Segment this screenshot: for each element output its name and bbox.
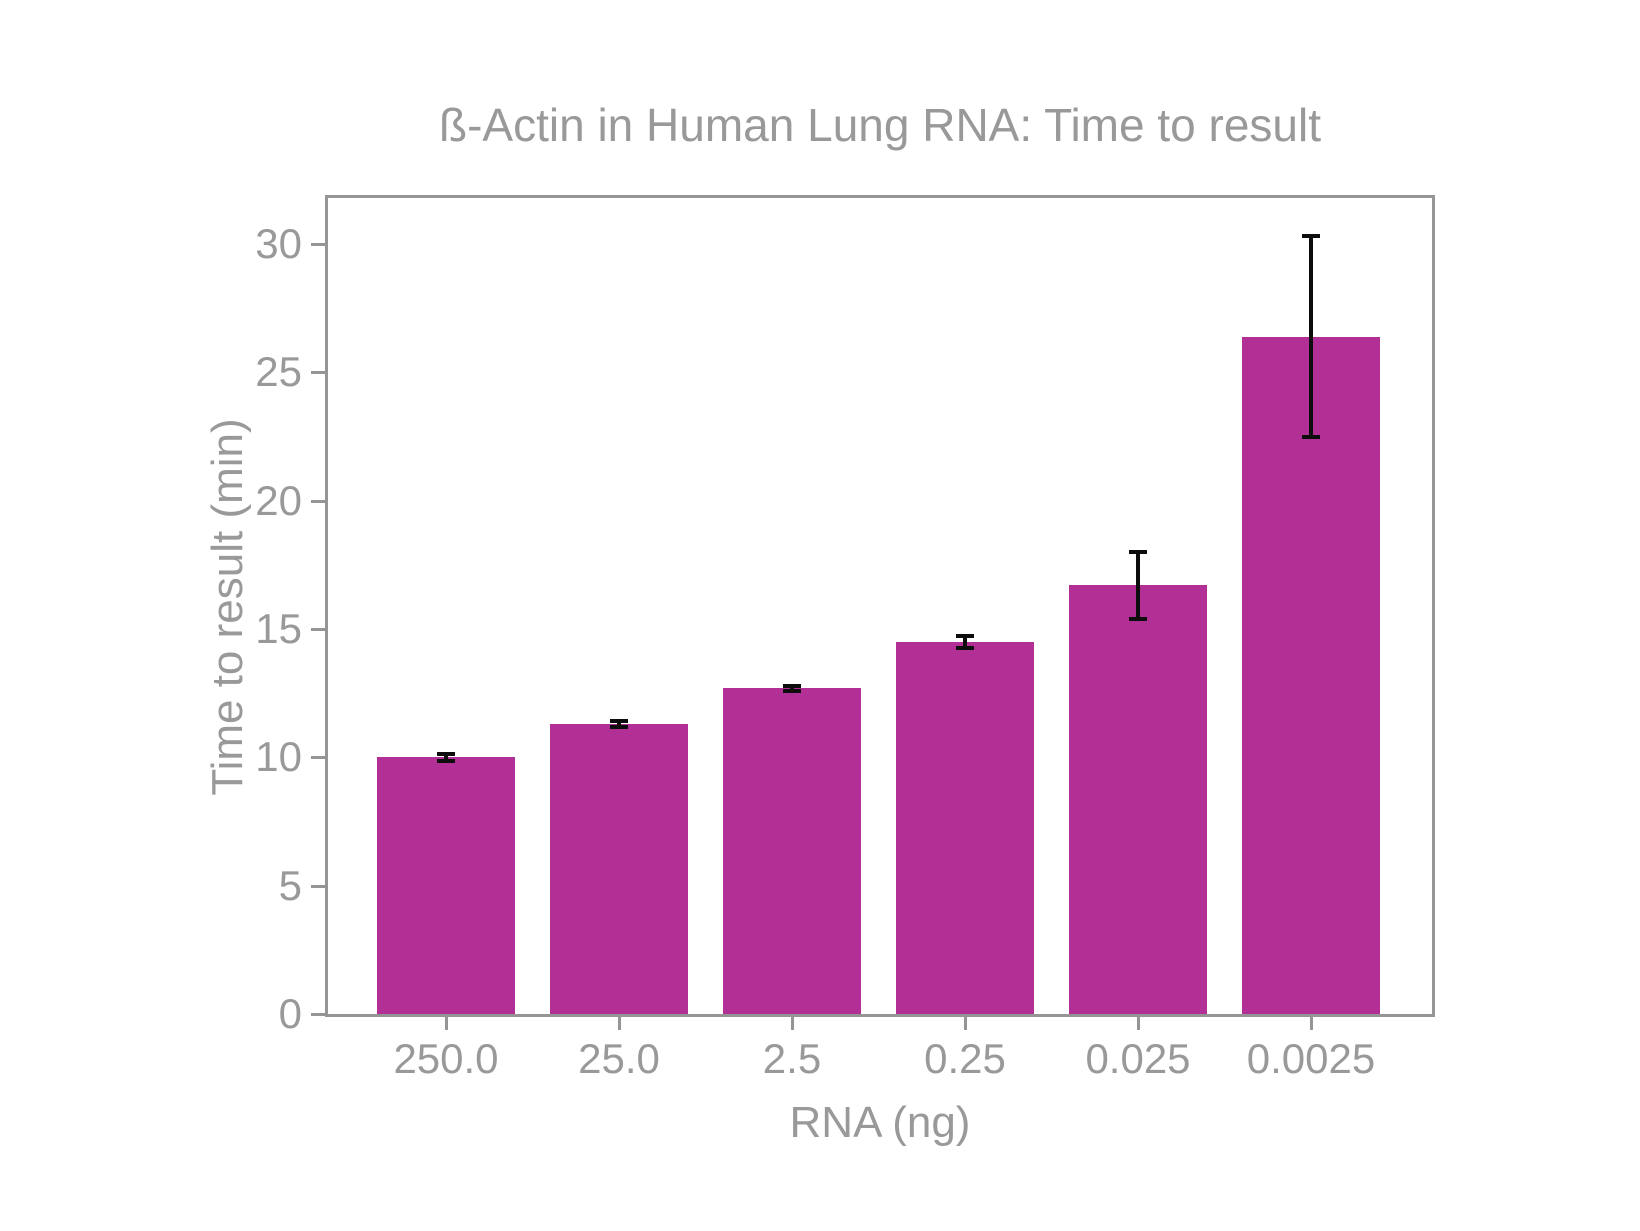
bar [1069, 585, 1207, 1014]
bar [550, 724, 688, 1014]
x-tick-label: 250.0 [393, 1035, 499, 1082]
left-spine [325, 195, 328, 1017]
error-bar-line [963, 635, 967, 649]
bar [1242, 336, 1380, 1014]
x-tick-label: 0.025 [1085, 1035, 1191, 1082]
right-spine [1432, 195, 1435, 1017]
y-tick-mark [311, 499, 325, 503]
top-spine [325, 195, 1435, 198]
x-tick-mark [1310, 1017, 1313, 1030]
bar [723, 688, 861, 1014]
error-bar-cap-top [1302, 234, 1320, 239]
error-bar-line [1309, 236, 1313, 437]
x-tick-mark [445, 1017, 448, 1030]
x-tick-label: 2.5 [762, 1035, 822, 1082]
y-tick-mark [311, 628, 325, 632]
error-bar-cap-top [783, 683, 801, 688]
error-bar-line [617, 721, 621, 727]
error-bar-cap-bottom [610, 724, 628, 729]
y-tick-label: 10 [255, 733, 302, 781]
error-bar-cap-top [437, 751, 455, 756]
error-bar-cap-bottom [437, 759, 455, 764]
error-bar-cap-bottom [1129, 616, 1147, 621]
y-tick-label: 30 [255, 220, 302, 268]
error-bar-cap-bottom [956, 646, 974, 651]
error-bar-line [444, 753, 448, 762]
x-tick-label: 0.25 [924, 1035, 1006, 1082]
error-bar-cap-top [1129, 550, 1147, 555]
x-tick-label: 0.0025 [1246, 1035, 1376, 1082]
bottom-spine [325, 1014, 1435, 1017]
error-bar-cap-top [956, 633, 974, 638]
y-tick-mark [311, 756, 325, 760]
x-tick-mark [964, 1017, 967, 1030]
y-tick-mark [311, 371, 325, 375]
y-tick-mark [311, 884, 325, 888]
y-tick-label: 5 [278, 861, 302, 909]
x-axis-label: RNA (ng) [789, 1098, 971, 1147]
error-bar-cap-bottom [783, 688, 801, 693]
bar [896, 641, 1034, 1014]
error-bar-line [790, 685, 794, 691]
y-tick-label: 25 [255, 348, 302, 396]
x-tick-mark [791, 1017, 794, 1030]
y-tick-label: 0 [278, 990, 302, 1037]
x-tick-mark [1137, 1017, 1140, 1030]
y-tick-mark [311, 1013, 325, 1016]
error-bar-cap-bottom [1302, 434, 1320, 439]
chart-title: ß-Actin in Human Lung RNA: Time to resul… [439, 99, 1321, 151]
x-tick-label: 25.0 [578, 1035, 660, 1082]
error-bar-cap-top [610, 719, 628, 724]
bar [377, 757, 515, 1014]
x-tick-mark [618, 1017, 621, 1030]
y-tick-label: 15 [255, 605, 302, 653]
y-tick-label: 20 [255, 476, 302, 524]
y-tick-mark [311, 243, 325, 247]
error-bar-line [1136, 552, 1140, 619]
